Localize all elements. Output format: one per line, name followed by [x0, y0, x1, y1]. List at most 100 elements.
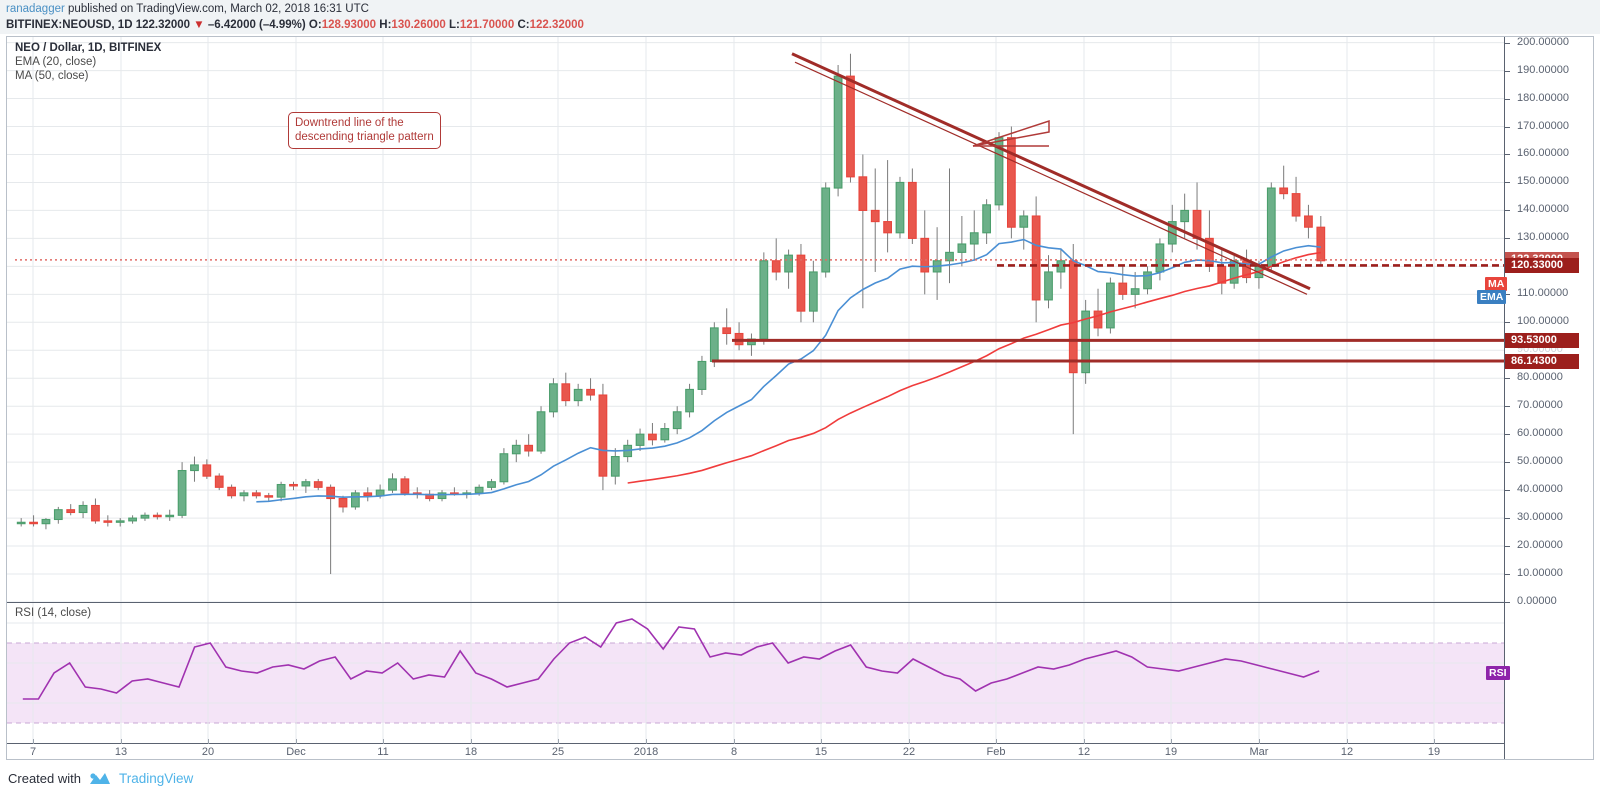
date-tick [296, 739, 297, 744]
price-pane[interactable]: NEO / Dollar, 1D, BITFINEX EMA (20, clos… [7, 37, 1504, 602]
ma-price-label[interactable]: 120.33000 [1505, 257, 1579, 273]
price-plot [7, 37, 1504, 602]
rsi-tag[interactable]: RSI [1486, 666, 1510, 680]
date-tick-label: 11 [377, 746, 389, 758]
price-tick-label: 70.00000 [1517, 399, 1563, 412]
date-tick [471, 739, 472, 744]
price-tick [1505, 322, 1510, 324]
price-tick-label: 200.00000 [1517, 35, 1569, 48]
ma-tag[interactable]: MA [1485, 277, 1508, 291]
rsi-plot [7, 603, 1504, 743]
footer: Created with TradingView [8, 766, 193, 790]
date-tick [383, 739, 384, 744]
price-tick [1505, 294, 1510, 296]
date-tick [996, 739, 997, 744]
high-value: 130.26000 [391, 19, 446, 31]
chart-legend: NEO / Dollar, 1D, BITFINEX EMA (20, clos… [15, 41, 161, 83]
price-tick [1505, 238, 1510, 240]
price-tick-label: 110.00000 [1517, 287, 1569, 300]
time-axis[interactable]: 7 13 20 Dec 11 18 25 2018 8 15 22 Feb 12 19 Mar 12 19 [7, 739, 1504, 759]
change-arrow-icon: ▼ [193, 19, 205, 31]
date-tick [909, 739, 910, 744]
date-tick-label: Mar [1249, 746, 1269, 758]
date-tick-label: 20 [201, 746, 215, 758]
price-tick [1505, 406, 1510, 408]
tradingview-logo-icon [88, 770, 112, 787]
date-tick [1084, 739, 1085, 744]
rsi-legend[interactable]: RSI (14, close) [15, 607, 92, 619]
pane-separator[interactable] [7, 602, 1504, 603]
open-key: O: [308, 19, 322, 31]
price-tick [1505, 546, 1510, 548]
price-tick [1505, 98, 1510, 100]
date-tick [1171, 739, 1172, 744]
price-tick [1505, 42, 1510, 44]
date-tick-label: Dec [286, 746, 306, 758]
price-tick-label: 130.00000 [1517, 231, 1569, 244]
open-value: 128.93000 [321, 19, 377, 31]
publish-text: published on TradingView.com, March 02, … [68, 3, 369, 15]
sup-price-label[interactable]: 86.14300 [1505, 353, 1579, 369]
date-tick [734, 739, 735, 744]
date-tick [558, 739, 559, 744]
price-axis[interactable]: 200.00000 190.00000 180.00000 170.00000 160.… [1504, 35, 1593, 759]
date-tick-label: 18 [464, 746, 478, 758]
quote-line: BITFINEX:NEOUSD, 1D 122.32000 ▼ –6.42000… [6, 19, 584, 31]
price-tick-label: 0.00000 [1517, 595, 1557, 607]
price-tick-label: 160.00000 [1517, 147, 1569, 160]
date-tick-label: 12 [1077, 746, 1091, 758]
price-tick [1505, 70, 1510, 72]
tradingview-brand[interactable]: TradingView [118, 770, 194, 786]
price-tick [1505, 210, 1510, 212]
date-tick-label: 22 [902, 746, 916, 758]
price-change: –6.42000 (–4.99%) [207, 19, 306, 31]
legend-title: NEO / Dollar, 1D, BITFINEX [15, 42, 162, 54]
date-tick [821, 739, 822, 744]
price-tick-label: 20.00000 [1517, 539, 1563, 552]
rsi-pane[interactable]: RSI (14, close) [7, 603, 1504, 743]
price-tick [1505, 602, 1510, 603]
annotation-line-2: descending triangle pattern [295, 130, 434, 143]
chart-frame: NEO / Dollar, 1D, BITFINEX EMA (20, clos… [6, 36, 1594, 760]
date-tick-label: 8 [730, 746, 738, 758]
res-price-label[interactable]: 93.53000 [1505, 332, 1579, 348]
price-tick [1505, 518, 1510, 520]
price-tick-label: 40.00000 [1517, 483, 1563, 496]
date-tick-label: 15 [814, 746, 828, 758]
low-value: 121.70000 [459, 19, 515, 31]
price-tick-label: 10.00000 [1517, 567, 1563, 580]
price-tick-label: 30.00000 [1517, 511, 1563, 524]
price-tick-label: 170.00000 [1517, 119, 1569, 132]
price-tick-label: 190.00000 [1517, 63, 1569, 76]
date-tick [33, 739, 34, 744]
annotation-line-1: Downtrend line of the [295, 117, 404, 129]
price-tick [1505, 182, 1510, 184]
legend-ma[interactable]: MA (50, close) [15, 70, 89, 82]
price-tick [1505, 462, 1510, 464]
symbol-label[interactable]: BITFINEX:NEOUSD, 1D [6, 19, 133, 31]
price-tick [1505, 574, 1510, 576]
date-tick-label: 7 [29, 746, 37, 758]
annotation-callout[interactable]: Downtrend line of the descending triangl… [288, 112, 441, 149]
footer-label: Created with [8, 770, 81, 786]
date-tick [646, 739, 647, 744]
ema-tag[interactable]: EMA [1477, 290, 1507, 304]
date-tick-label: 2018 [633, 746, 659, 758]
price-tick-label: 60.00000 [1517, 427, 1563, 440]
date-tick-label: Feb [986, 746, 1006, 758]
legend-ema[interactable]: EMA (20, close) [15, 56, 97, 68]
date-tick [1347, 739, 1348, 744]
close-key: C: [517, 19, 530, 31]
date-tick-label: 13 [114, 746, 128, 758]
price-tick [1505, 126, 1510, 128]
price-tick-label: 100.00000 [1517, 315, 1569, 328]
price-tick [1505, 154, 1510, 156]
date-tick-label: 12 [1340, 746, 1354, 758]
close-value: 122.32000 [529, 19, 584, 31]
date-tick [208, 739, 209, 744]
author-link[interactable]: ranadagger [6, 3, 65, 15]
price-tick [1505, 378, 1510, 380]
price-tick-label: 50.00000 [1517, 455, 1563, 468]
price-tick-label: 150.00000 [1517, 175, 1569, 188]
